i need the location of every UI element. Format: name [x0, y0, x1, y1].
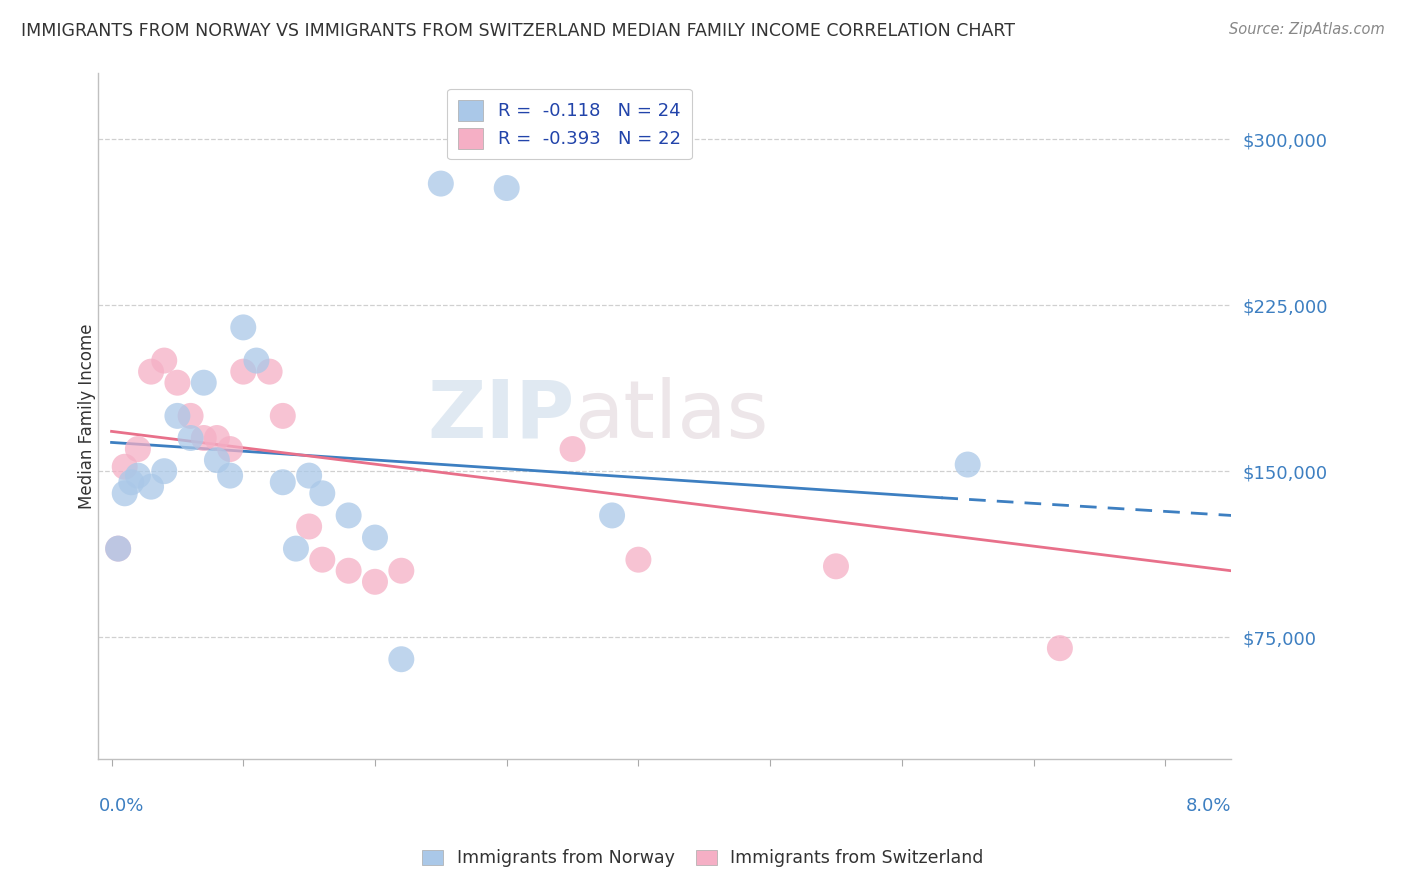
Point	[259, 365, 281, 379]
Point	[271, 409, 294, 423]
Y-axis label: Median Family Income: Median Family Income	[79, 323, 96, 508]
Text: IMMIGRANTS FROM NORWAY VS IMMIGRANTS FROM SWITZERLAND MEDIAN FAMILY INCOME CORRE: IMMIGRANTS FROM NORWAY VS IMMIGRANTS FRO…	[21, 22, 1015, 40]
Point	[219, 468, 242, 483]
Point	[1049, 641, 1071, 656]
Point	[107, 541, 129, 556]
Point	[114, 459, 136, 474]
Text: ZIP: ZIP	[427, 377, 574, 455]
Point	[153, 464, 176, 478]
Point	[166, 409, 188, 423]
Legend: Immigrants from Norway, Immigrants from Switzerland: Immigrants from Norway, Immigrants from …	[415, 843, 991, 874]
Point	[311, 552, 333, 566]
Point	[495, 181, 517, 195]
Point	[205, 431, 228, 445]
Point	[337, 508, 360, 523]
Point	[120, 475, 142, 490]
Point	[298, 468, 321, 483]
Point	[825, 559, 848, 574]
Point	[232, 365, 254, 379]
Text: Source: ZipAtlas.com: Source: ZipAtlas.com	[1229, 22, 1385, 37]
Point	[153, 353, 176, 368]
Point	[561, 442, 583, 456]
Point	[430, 177, 453, 191]
Point	[193, 431, 215, 445]
Point	[205, 453, 228, 467]
Point	[389, 564, 412, 578]
Point	[139, 365, 162, 379]
Point	[271, 475, 294, 490]
Point	[389, 652, 412, 666]
Point	[245, 353, 267, 368]
Legend: R =  -0.118   N = 24, R =  -0.393   N = 22: R = -0.118 N = 24, R = -0.393 N = 22	[447, 89, 692, 160]
Point	[600, 508, 623, 523]
Point	[956, 458, 979, 472]
Point	[627, 552, 650, 566]
Point	[139, 480, 162, 494]
Point	[337, 564, 360, 578]
Point	[311, 486, 333, 500]
Point	[284, 541, 307, 556]
Point	[166, 376, 188, 390]
Point	[180, 409, 202, 423]
Point	[298, 519, 321, 533]
Text: 0.0%: 0.0%	[98, 797, 143, 814]
Text: atlas: atlas	[574, 377, 769, 455]
Text: 8.0%: 8.0%	[1185, 797, 1232, 814]
Point	[364, 531, 387, 545]
Point	[364, 574, 387, 589]
Point	[232, 320, 254, 334]
Point	[114, 486, 136, 500]
Point	[107, 541, 129, 556]
Point	[180, 431, 202, 445]
Point	[127, 442, 149, 456]
Point	[127, 468, 149, 483]
Point	[219, 442, 242, 456]
Point	[193, 376, 215, 390]
